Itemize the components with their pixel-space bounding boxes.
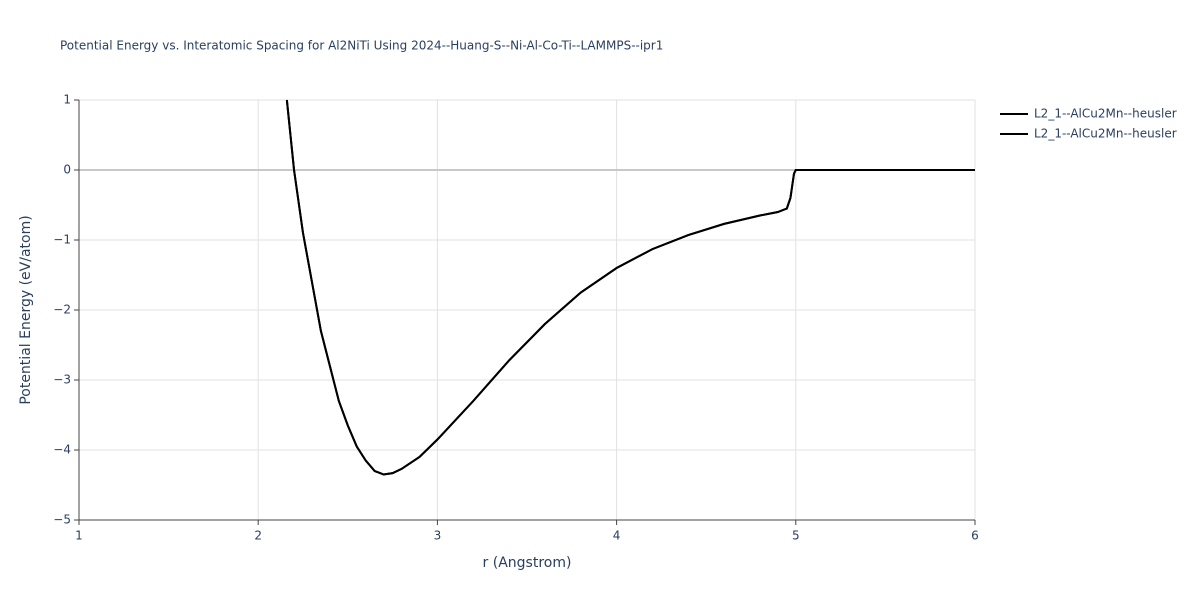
line-series <box>285 99 975 476</box>
x-axis-title: r (Angstrom) <box>483 555 572 571</box>
y-tick-label: −1 <box>53 233 71 247</box>
x-tick-label: 5 <box>792 529 800 543</box>
y-tick-label: −2 <box>53 303 71 317</box>
x-tick-label: 1 <box>75 529 83 543</box>
y-tick-label: −4 <box>53 443 71 457</box>
x-tick-label: 2 <box>254 529 262 543</box>
x-tick-label: 6 <box>971 529 979 543</box>
y-tick-label: 0 <box>63 163 71 177</box>
x-tick-label: 4 <box>613 529 621 543</box>
y-tick-label: 1 <box>63 93 71 107</box>
chart-title: Potential Energy vs. Interatomic Spacing… <box>60 39 663 53</box>
line-series <box>285 99 975 476</box>
y-tick-label: −3 <box>53 373 71 387</box>
legend-label: L2_1--AlCu2Mn--heusler <box>1034 107 1177 121</box>
legend-label: L2_1--AlCu2Mn--heusler <box>1034 127 1177 141</box>
y-tick-label: −5 <box>53 513 71 527</box>
x-tick-label: 3 <box>434 529 442 543</box>
y-axis-title: Potential Energy (eV/atom) <box>18 215 34 404</box>
